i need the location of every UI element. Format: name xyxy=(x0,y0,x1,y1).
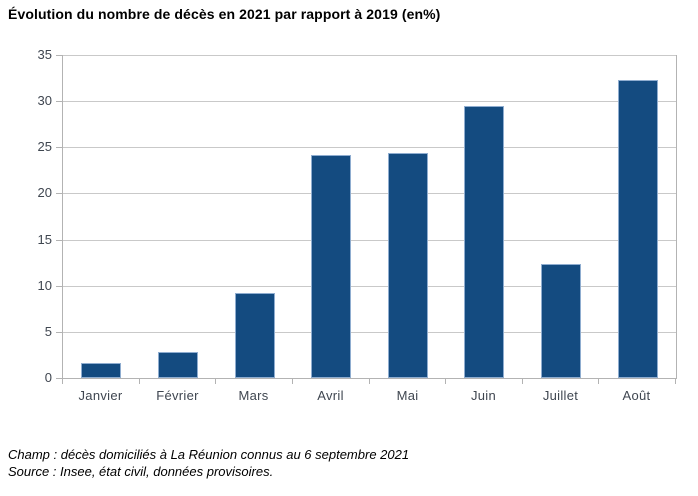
x-axis-tick xyxy=(445,379,446,384)
y-gridline xyxy=(63,55,676,56)
y-axis-label: 5 xyxy=(44,324,52,339)
y-axis-label: 35 xyxy=(37,47,52,62)
x-axis-tick xyxy=(139,379,140,384)
x-axis-tick xyxy=(215,379,216,384)
x-axis-tick xyxy=(675,379,676,384)
y-gridline xyxy=(63,101,676,102)
y-axis-tick xyxy=(56,101,62,102)
y-gridline xyxy=(63,193,676,194)
y-axis-label: 15 xyxy=(37,232,52,247)
bar xyxy=(158,352,198,378)
y-axis-label: 10 xyxy=(37,278,52,293)
x-axis-tick xyxy=(292,379,293,384)
bar xyxy=(618,80,658,378)
y-axis-tick xyxy=(56,240,62,241)
x-axis-tick xyxy=(522,379,523,384)
plot-area xyxy=(62,55,677,379)
bar xyxy=(388,153,428,378)
y-axis-tick xyxy=(56,193,62,194)
y-axis-label: 0 xyxy=(44,370,52,385)
x-axis-label: Août xyxy=(622,388,651,403)
x-axis-label: Juillet xyxy=(542,388,579,403)
y-axis-tick xyxy=(56,147,62,148)
footnote-source: Source : Insee, état civil, données prov… xyxy=(8,464,274,479)
y-axis-label: 25 xyxy=(37,139,52,154)
x-axis-label: Janvier xyxy=(78,388,123,403)
x-axis-label: Juin xyxy=(470,388,497,403)
bar xyxy=(235,293,275,378)
x-axis-label: Mai xyxy=(396,388,419,403)
x-axis-tick xyxy=(598,379,599,384)
footnote-champ: Champ : décès domiciliés à La Réunion co… xyxy=(8,447,410,462)
y-gridline xyxy=(63,332,676,333)
y-axis-tick xyxy=(56,378,62,379)
bar xyxy=(464,106,504,378)
chart-footnote: Champ : décès domiciliés à La Réunion co… xyxy=(8,446,409,480)
y-axis-tick xyxy=(56,55,62,56)
x-axis-label: Mars xyxy=(238,388,269,403)
y-axis-tick xyxy=(56,332,62,333)
bar xyxy=(541,264,581,378)
y-gridline xyxy=(63,286,676,287)
chart-title: Évolution du nombre de décès en 2021 par… xyxy=(8,6,441,22)
x-axis-label: Avril xyxy=(317,388,344,403)
y-axis-label: 20 xyxy=(37,185,52,200)
y-axis-tick xyxy=(56,286,62,287)
x-axis-label: Février xyxy=(156,388,199,403)
x-axis-tick xyxy=(62,379,63,384)
y-axis-label: 30 xyxy=(37,93,52,108)
y-gridline xyxy=(63,147,676,148)
y-gridline xyxy=(63,240,676,241)
bar xyxy=(311,155,351,378)
bar xyxy=(81,363,121,378)
x-axis-tick xyxy=(369,379,370,384)
